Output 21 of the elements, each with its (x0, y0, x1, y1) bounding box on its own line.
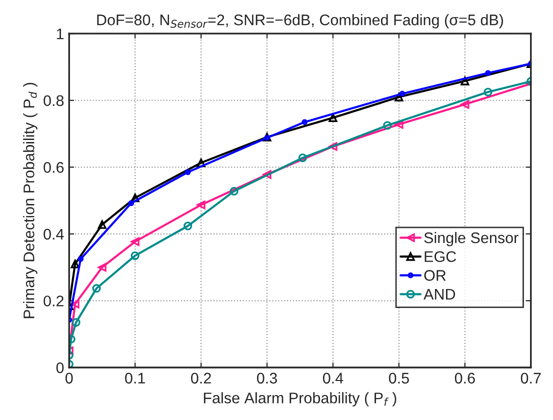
y-axis-title: Primary Detection Probability ( P$_{d}$ ) (23, 82, 38, 318)
legend-label: EGC (424, 251, 456, 262)
x-tick-label: 0.6 (454, 372, 475, 384)
legend-label: Single Sensor (424, 232, 518, 246)
x-tick-label: 0.7 (520, 372, 541, 384)
x-tick-label: 0.2 (191, 372, 211, 384)
legend-label: OR (424, 270, 446, 281)
legend-label: AND (424, 289, 456, 300)
x-tick-label: 0 (65, 372, 73, 384)
y-tick-label: 1 (56, 28, 64, 40)
y-tick-label: 0.4 (44, 228, 64, 240)
y-tick-label: 0.8 (44, 95, 64, 106)
y-tick-label: 0 (56, 362, 64, 374)
x-tick-label: 0.3 (257, 372, 277, 384)
y-tick-label: 0.6 (44, 162, 64, 173)
x-tick-label: 0.4 (322, 372, 344, 384)
x-axis-title: False Alarm Probability ( P$_{f}$ ) (204, 392, 396, 406)
chart-title: DoF=80, N$_{Sensor}$=2, SNR=−6dB, Combined Fading (σ=5 dB) (97, 14, 504, 28)
y-tick-label: 0.2 (44, 296, 64, 306)
x-tick-label: 0.1 (125, 372, 145, 384)
x-tick-label: 0.5 (388, 372, 409, 384)
